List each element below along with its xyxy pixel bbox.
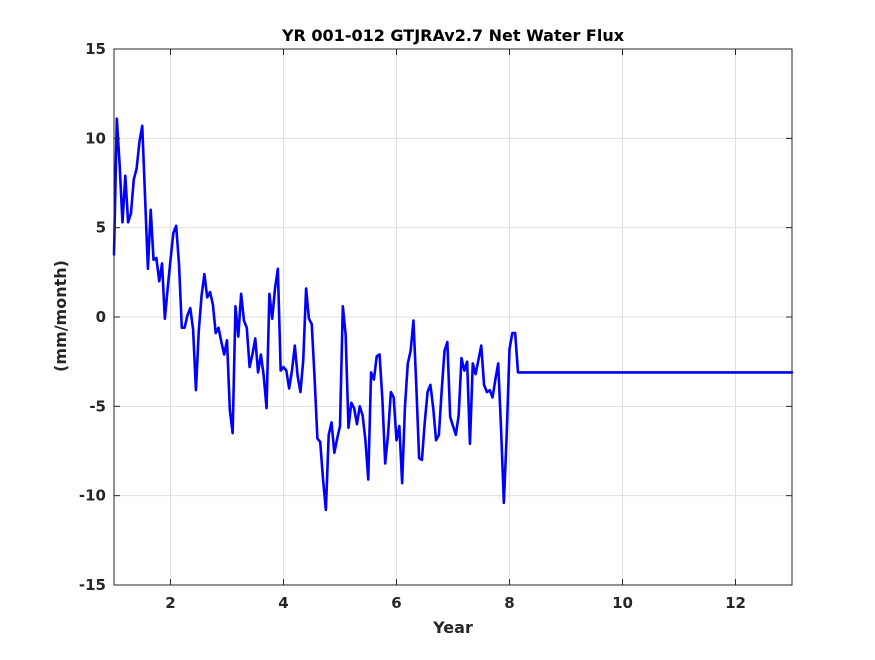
x-tick-label: 8 <box>504 594 514 612</box>
x-tick-label: 2 <box>165 594 175 612</box>
chart-title: YR 001-012 GTJRAv2.7 Net Water Flux <box>281 26 625 45</box>
y-tick-label: 5 <box>96 219 106 237</box>
y-tick-label: -15 <box>79 576 106 594</box>
x-tick-label: 12 <box>725 594 746 612</box>
series-line <box>112 117 794 512</box>
y-tick-label: 0 <box>96 308 106 326</box>
y-tick-label: -10 <box>79 487 106 505</box>
x-tick-label: 6 <box>391 594 401 612</box>
plot-area: 2 4 6 8 10 12 -15 -10 -5 0 5 10 15 <box>79 40 794 612</box>
y-tick-label: 15 <box>85 40 106 58</box>
y-tick-label: 10 <box>85 129 106 147</box>
y-tick-label: -5 <box>89 397 106 415</box>
x-tick-label: 4 <box>278 594 288 612</box>
y-axis-label: (mm/month) <box>51 260 70 372</box>
x-axis-label: Year <box>432 618 473 637</box>
x-tick-label: 10 <box>612 594 633 612</box>
